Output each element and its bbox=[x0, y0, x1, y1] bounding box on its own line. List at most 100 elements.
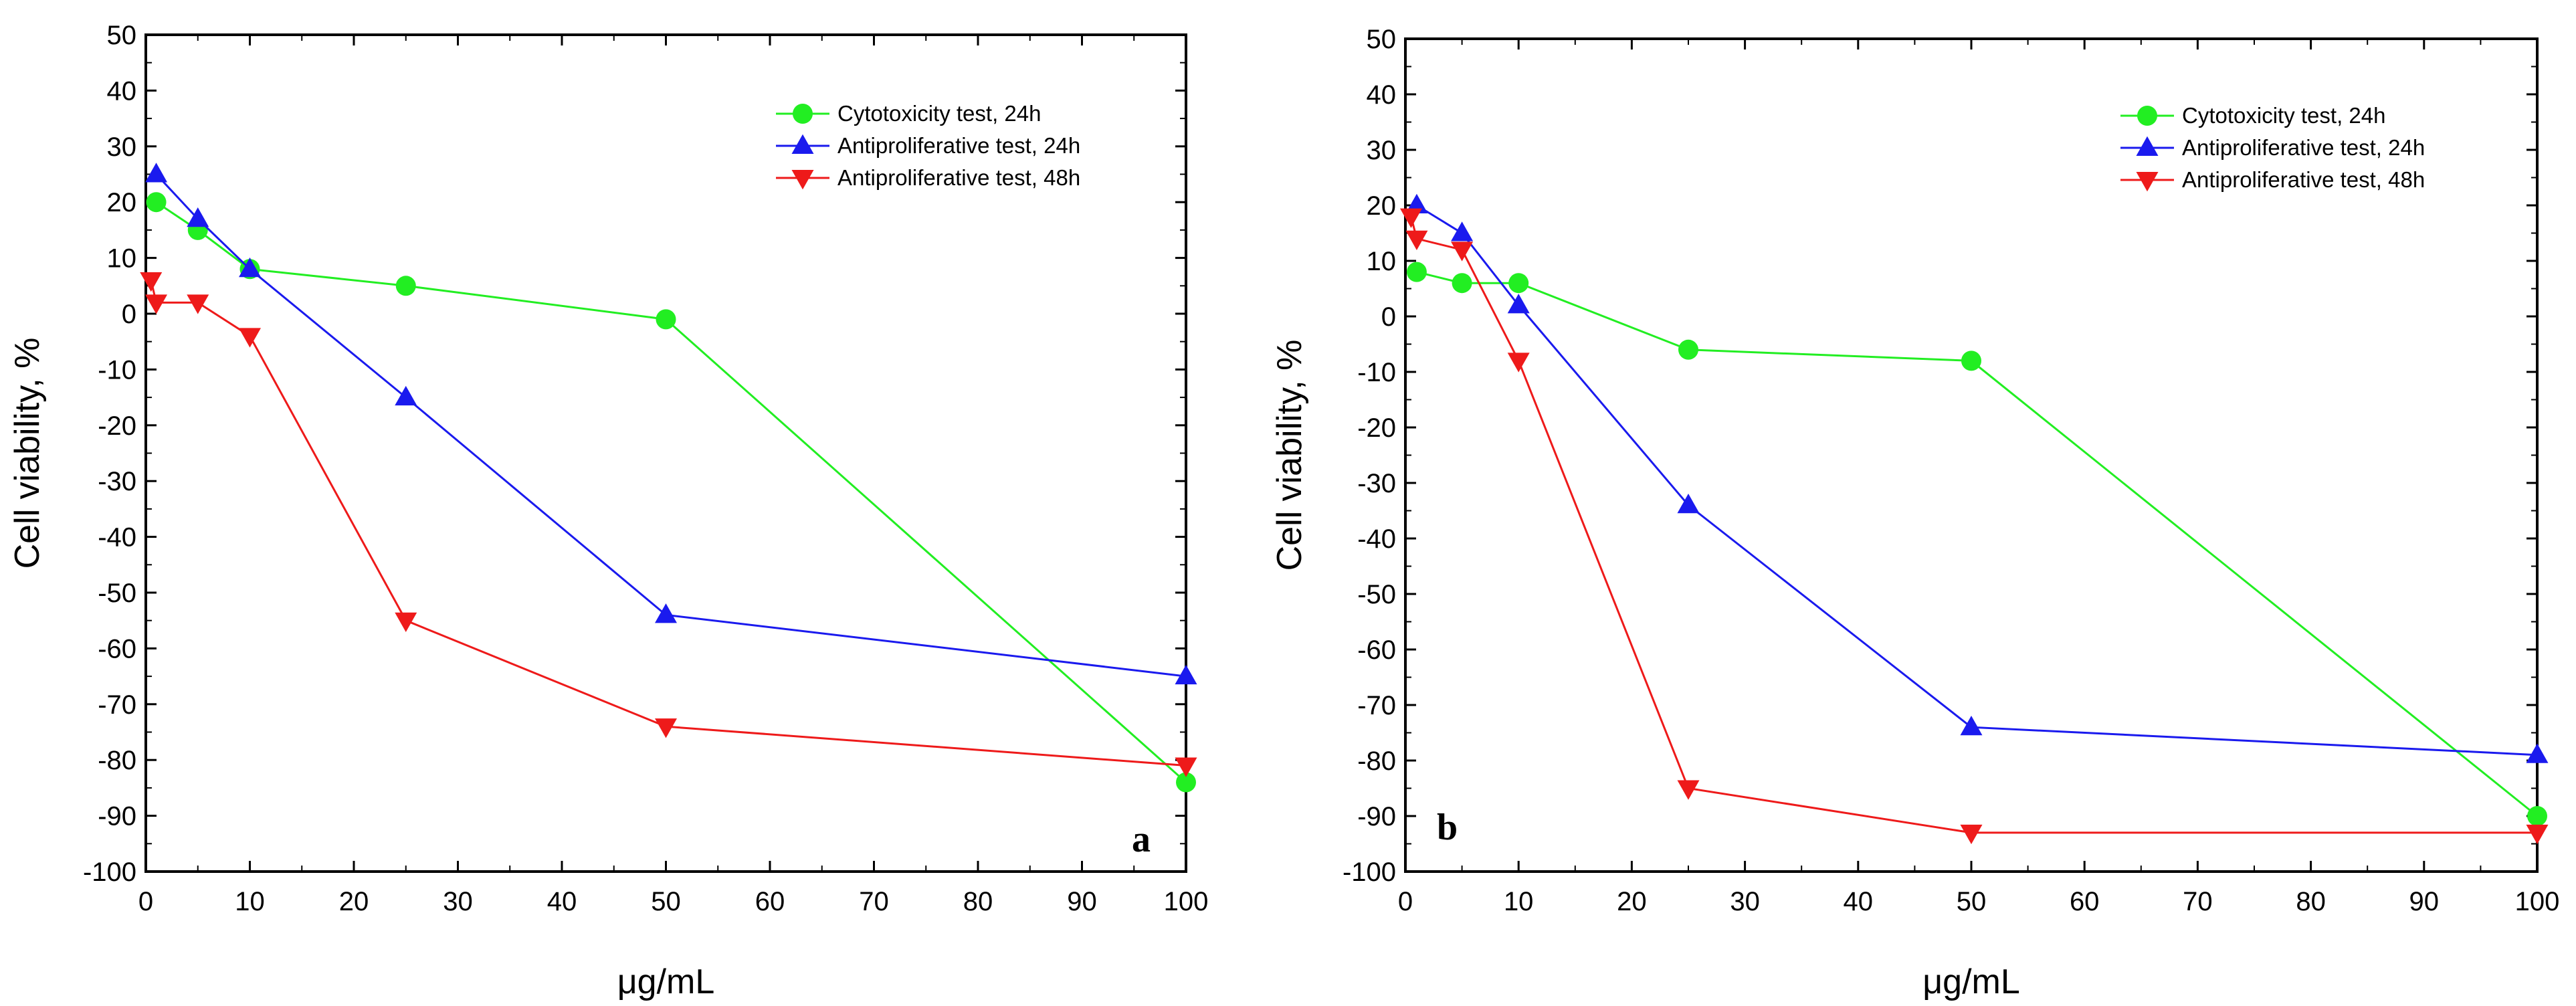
series-line bbox=[1416, 204, 2538, 757]
legend-marker bbox=[793, 104, 813, 124]
y-tick-label: 50 bbox=[1367, 25, 1397, 54]
plot-frame bbox=[144, 33, 1187, 873]
legend-label: Antiproliferative test, 24h bbox=[837, 133, 1080, 158]
y-tick-label: -100 bbox=[1343, 858, 1396, 887]
y-tick-label: -30 bbox=[98, 467, 136, 496]
y-axis-title: Cell viability, % bbox=[1270, 340, 1309, 571]
y-tick-label: -80 bbox=[1357, 746, 1396, 776]
y-tick-label: -80 bbox=[98, 746, 136, 775]
x-tick-label: 40 bbox=[547, 887, 577, 916]
x-axis-title: μg/mL bbox=[617, 963, 715, 1001]
chart-panel-b: 0 10 20 30 40 50 60 70 80 90 10050403020100-10-20-… bbox=[1270, 25, 2559, 1001]
series-triangle-down bbox=[140, 272, 1197, 777]
x-tick-label: 30 bbox=[1730, 887, 1760, 916]
data-point bbox=[239, 258, 261, 278]
y-tick-label: 0 bbox=[122, 300, 136, 329]
y-tick-label: -60 bbox=[98, 634, 136, 664]
legend-label: Antiproliferative test, 48h bbox=[837, 165, 1080, 190]
data-point bbox=[187, 294, 209, 314]
series-triangle-up bbox=[145, 163, 1197, 685]
data-point bbox=[1176, 772, 1196, 793]
x-tick-label: 70 bbox=[2183, 887, 2213, 916]
data-point bbox=[1677, 780, 1700, 800]
x-tick-label: 80 bbox=[963, 887, 993, 916]
y-tick-label: -10 bbox=[1357, 358, 1396, 387]
series-line bbox=[150, 280, 1187, 767]
data-point bbox=[656, 309, 676, 330]
x-tick-label: 0 bbox=[1398, 887, 1413, 916]
y-tick-label: -70 bbox=[1357, 691, 1396, 720]
y-tick-label: 50 bbox=[107, 21, 137, 50]
x-tick-label: 100 bbox=[1164, 887, 1209, 916]
data-point bbox=[146, 192, 167, 213]
data-point bbox=[1960, 824, 1983, 845]
data-point bbox=[395, 612, 417, 632]
y-tick-label: -90 bbox=[98, 802, 136, 831]
data-point bbox=[1406, 262, 1427, 282]
legend-label: Antiproliferative test, 48h bbox=[2182, 167, 2425, 192]
data-point bbox=[1961, 350, 1981, 371]
series-line bbox=[155, 173, 1187, 678]
x-tick-label: 10 bbox=[1504, 887, 1534, 916]
series-triangle-down bbox=[1399, 208, 2549, 845]
data-point bbox=[2526, 824, 2549, 845]
series-circle bbox=[1406, 262, 2547, 826]
y-tick-label: -30 bbox=[1357, 469, 1396, 498]
x-tick-label: 10 bbox=[235, 887, 265, 916]
y-tick-label: -100 bbox=[83, 858, 136, 887]
data-point bbox=[1451, 221, 1474, 241]
series-line bbox=[155, 201, 1187, 783]
y-tick-label: -50 bbox=[98, 579, 136, 608]
legend-label: Antiproliferative test, 24h bbox=[2182, 135, 2425, 160]
data-point bbox=[1677, 493, 1700, 514]
y-tick-label: -90 bbox=[1357, 802, 1396, 831]
x-tick-label: 50 bbox=[651, 887, 681, 916]
legend-marker bbox=[791, 170, 814, 190]
y-tick-label: -20 bbox=[1357, 413, 1396, 443]
x-axis-title: μg/mL bbox=[1922, 963, 2020, 1001]
data-point bbox=[145, 294, 168, 314]
x-tick-label: 60 bbox=[755, 887, 785, 916]
legend-label: Cytotoxicity test, 24h bbox=[837, 101, 1041, 126]
data-point bbox=[1507, 294, 1530, 314]
y-tick-label: -10 bbox=[98, 355, 136, 385]
data-point bbox=[2527, 806, 2547, 826]
x-tick-label: 100 bbox=[2515, 887, 2560, 916]
legend-marker bbox=[791, 134, 814, 154]
x-tick-label: 40 bbox=[1844, 887, 1874, 916]
legend-marker bbox=[2136, 136, 2159, 156]
legend-marker bbox=[2136, 172, 2159, 192]
chart-panel-a: 0 10 20 30 40 50 60 70 80 90 10050403020100-10-20-… bbox=[8, 21, 1208, 1001]
data-point bbox=[1678, 339, 1698, 360]
series-line bbox=[1410, 216, 2537, 834]
y-tick-label: 40 bbox=[1367, 80, 1397, 110]
data-point bbox=[140, 272, 163, 292]
data-point bbox=[395, 385, 417, 406]
y-tick-label: 10 bbox=[1367, 247, 1397, 276]
x-tick-label: 80 bbox=[2296, 887, 2326, 916]
x-tick-label: 50 bbox=[1957, 887, 1987, 916]
x-tick-label: 0 bbox=[138, 887, 153, 916]
data-point bbox=[1405, 230, 1428, 251]
data-point bbox=[145, 163, 168, 183]
y-tick-label: -20 bbox=[98, 411, 136, 441]
x-tick-label: 20 bbox=[339, 887, 369, 916]
data-point bbox=[1451, 241, 1474, 262]
data-point bbox=[1960, 715, 1983, 736]
y-tick-label: -70 bbox=[98, 690, 136, 720]
y-axis-title: Cell viability, % bbox=[8, 338, 47, 569]
x-tick-label: 90 bbox=[2409, 887, 2440, 916]
y-tick-label: -40 bbox=[1357, 524, 1396, 554]
y-tick-label: 10 bbox=[107, 244, 137, 274]
data-point bbox=[1508, 273, 1529, 294]
legend-marker bbox=[2137, 106, 2157, 126]
data-point bbox=[655, 603, 677, 623]
data-point bbox=[187, 207, 209, 227]
series-circle bbox=[146, 192, 1196, 793]
data-point bbox=[655, 718, 677, 738]
data-point bbox=[395, 276, 416, 296]
x-tick-label: 70 bbox=[859, 887, 889, 916]
data-point bbox=[1175, 757, 1197, 777]
